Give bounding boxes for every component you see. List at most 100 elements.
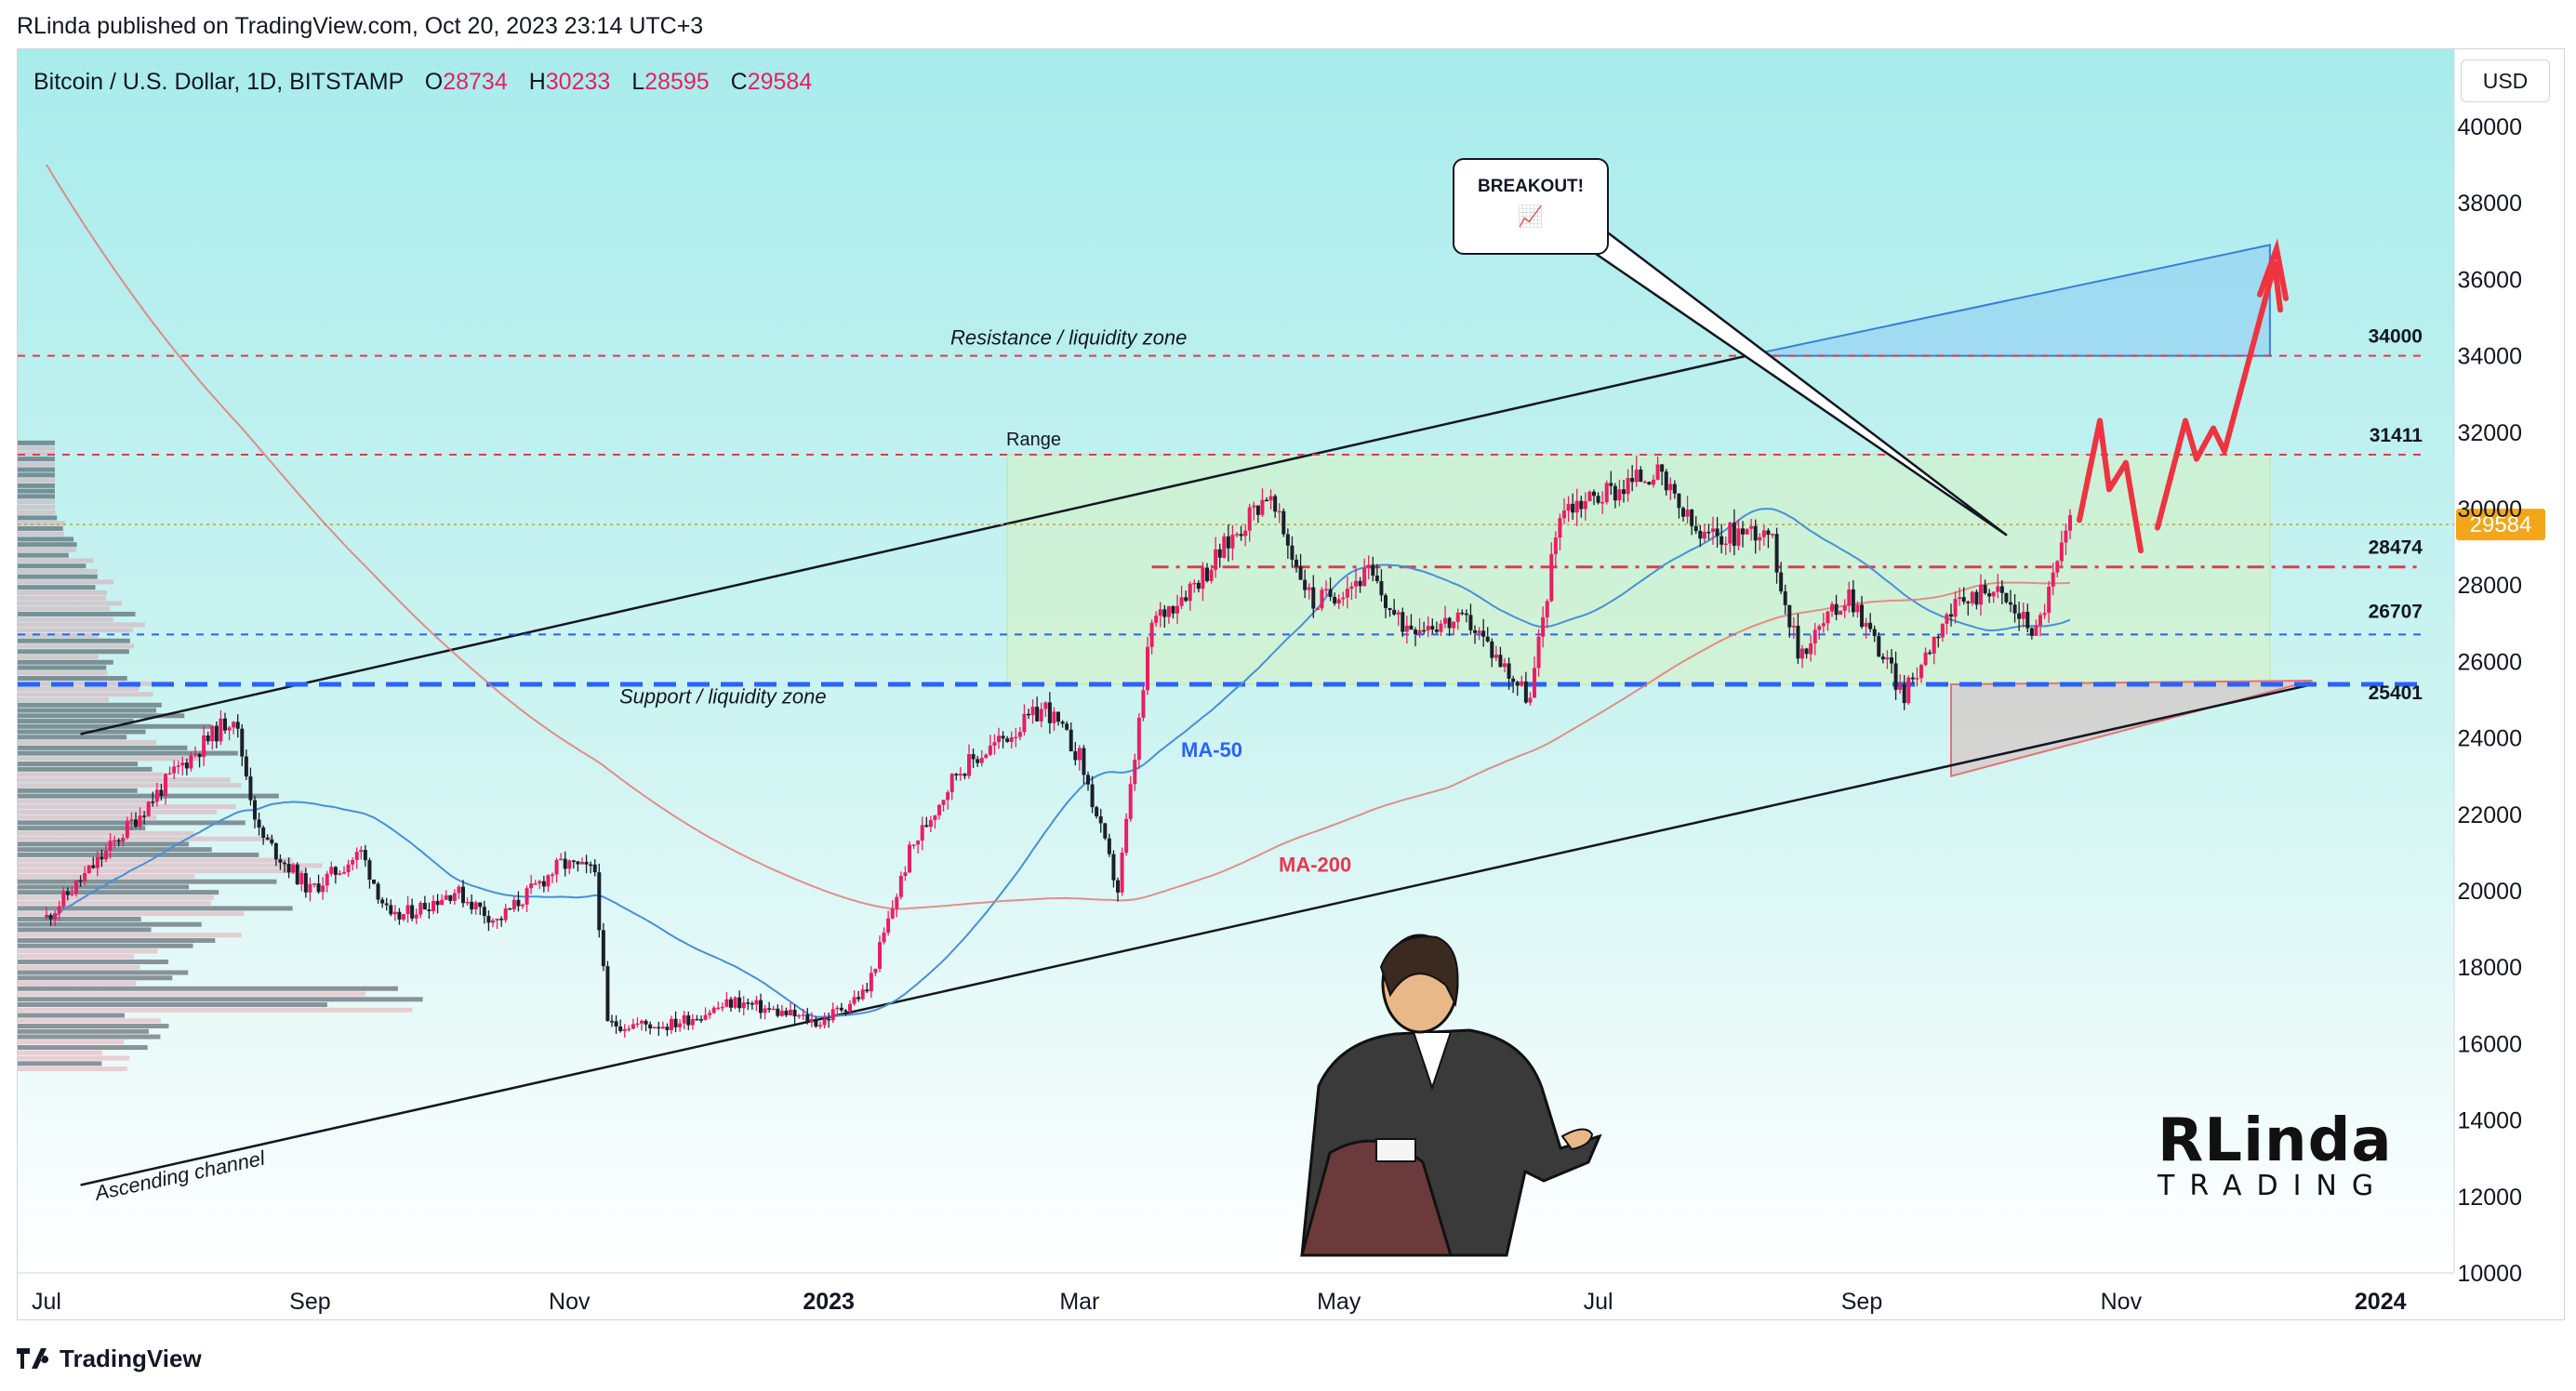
candle-body <box>142 815 147 817</box>
candle-body <box>478 902 483 907</box>
volume-profile-bar <box>18 632 99 638</box>
candle-body <box>746 1002 750 1004</box>
candle-body <box>779 1011 784 1016</box>
candle-body <box>1043 702 1048 709</box>
candle-body <box>584 861 589 865</box>
candle-body <box>1915 678 1919 680</box>
chart-frame[interactable] <box>17 48 2565 1320</box>
volume-profile-bar <box>18 954 134 960</box>
candle-body <box>1128 784 1133 819</box>
candle-body <box>928 819 933 828</box>
volume-profile-bar <box>18 659 113 665</box>
volume-profile-bar <box>18 826 146 831</box>
candle-body <box>244 756 248 777</box>
candle-body <box>1600 502 1605 504</box>
x-tick-label: 2024 <box>2355 1289 2407 1315</box>
candle-body <box>1358 580 1362 587</box>
candle-body <box>1107 838 1111 854</box>
candle-body <box>1401 612 1405 632</box>
volume-profile-bar <box>18 937 216 943</box>
candle-body <box>695 1019 699 1021</box>
candle-body <box>1196 582 1201 590</box>
low-value: 28595 <box>644 69 710 95</box>
candle-body <box>1149 622 1154 647</box>
candle-body <box>690 1019 695 1026</box>
candle-body <box>1426 626 1430 631</box>
candle-body <box>971 754 976 760</box>
x-tick-label: May <box>1317 1289 1361 1315</box>
candle-body <box>873 968 878 974</box>
candle-body <box>1583 500 1587 510</box>
levels-and-channel <box>18 354 2454 1186</box>
low-label: L <box>631 69 645 95</box>
candle-body <box>660 1027 665 1029</box>
candle-body <box>1851 589 1855 613</box>
candle-body <box>1647 482 1652 485</box>
candle-body <box>1706 531 1711 534</box>
candle-body <box>1235 534 1239 536</box>
volume-profile-bar <box>18 601 122 606</box>
candle-body <box>1579 500 1584 510</box>
volume-profile-bar <box>18 975 173 981</box>
candle-body <box>673 1018 678 1027</box>
candle-body <box>1728 523 1733 544</box>
candle-body <box>538 881 542 884</box>
candle-body <box>1184 597 1188 602</box>
volume-profile-bar <box>18 927 152 933</box>
candle-body <box>1336 599 1341 604</box>
watermark-line2: TRADING <box>2158 1170 2389 1202</box>
candle-body <box>104 850 108 860</box>
candle-body <box>214 725 219 742</box>
candle-body <box>1146 646 1149 691</box>
volume-profile-bar <box>18 756 200 762</box>
candle-body <box>1120 853 1124 893</box>
level-label-31411: 31411 <box>2370 425 2423 446</box>
candle-body <box>737 997 742 1009</box>
candle-body <box>533 883 538 885</box>
candle-body <box>1409 625 1414 630</box>
volume-profile-bar <box>18 735 127 740</box>
candle-body <box>1035 707 1040 722</box>
candle-body <box>1052 711 1056 723</box>
candle-body <box>1830 603 1834 612</box>
volume-profile-bar <box>18 964 140 970</box>
forecast-path <box>2077 260 2283 554</box>
candle-body <box>937 804 941 815</box>
candle-body <box>312 883 316 885</box>
candle-body <box>1485 636 1490 642</box>
candle-body <box>1677 493 1681 509</box>
volume-profile-bar <box>18 461 55 467</box>
candle-body <box>333 867 338 875</box>
candle-body <box>984 754 989 759</box>
candle-body <box>1541 616 1546 637</box>
candle-body <box>283 862 286 865</box>
candle-body <box>886 918 891 934</box>
candle-body <box>440 899 445 906</box>
price-axis: 10000 12000 14000 16000 18000 20000 22000 24000… <box>2453 49 2522 1287</box>
channel-upper-line <box>80 354 1747 735</box>
last-price-badge <box>2456 509 2545 541</box>
candle-body <box>273 842 278 860</box>
candle-body <box>1065 723 1069 730</box>
candle-body <box>1771 534 1774 536</box>
candle-body <box>1761 530 1766 537</box>
candle-body <box>822 1018 827 1026</box>
candle-body <box>1826 611 1830 624</box>
candle-body <box>1736 528 1741 546</box>
level-label-25401: 25401 <box>2369 682 2423 704</box>
candle-body <box>814 1018 818 1027</box>
candle-body <box>1906 677 1911 704</box>
breakout-callout: BREAKOUT! 📈 <box>1453 158 1609 255</box>
candle-body <box>2012 604 2017 614</box>
volume-profile-bar <box>18 665 107 670</box>
candle-body <box>1745 528 1749 535</box>
candle-body <box>1388 607 1392 610</box>
candle-body <box>1494 655 1498 658</box>
candle-body <box>351 859 355 865</box>
candle-body <box>1498 655 1503 668</box>
currency-button[interactable]: USD <box>2461 60 2550 102</box>
candle-body <box>767 1008 772 1010</box>
volume-profile-bar <box>18 750 238 756</box>
volume-profile-bar <box>18 616 113 622</box>
